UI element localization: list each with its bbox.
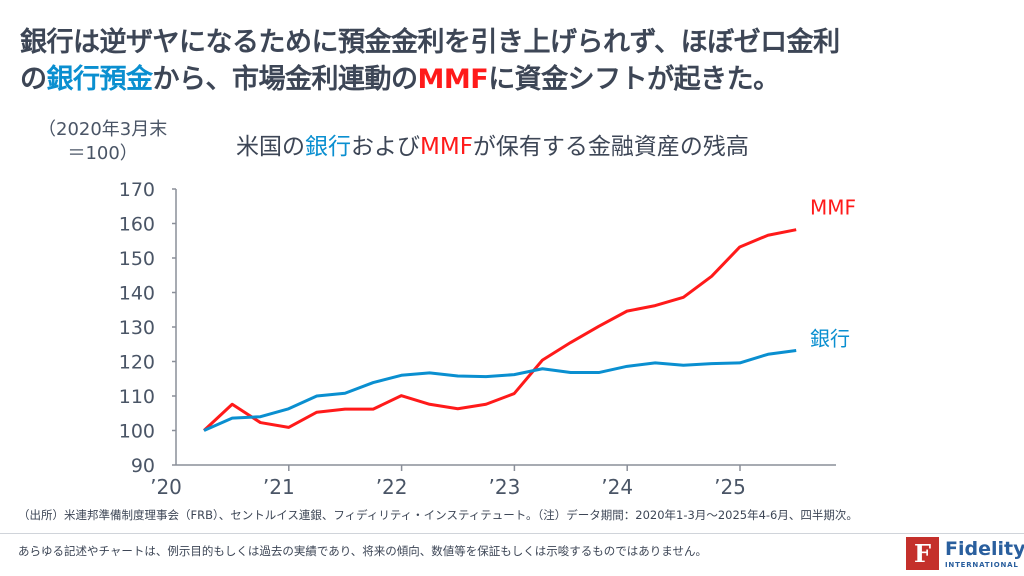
headline-line2: の銀行預金から、市場金利連動のMMFに資金シフトが起きた。 [20,61,840,98]
y-unit-line1: （2020年3月末 [38,119,168,140]
chart-title-text: 米国の [236,134,305,160]
source-note: （出所）米連邦準備制度理事会（FRB）、セントルイス連銀、フィディリティ・インス… [18,508,858,522]
headline-text: の [20,64,47,95]
y-axis-unit: （2020年3月末 ＝100） [38,118,167,166]
disclaimer: あらゆる記述やチャートは、例示目的もしくは過去の実績であり、将来の傾向、数値等を… [18,544,707,558]
y-tick-label: 150 [119,248,155,270]
fidelity-mark-icon: F [906,537,939,570]
series-line-mmf [202,228,797,432]
footer-divider [0,533,1024,534]
headline-text: に資金シフトが起きた。 [488,64,780,95]
headline-line1: 銀行は逆ザヤになるために預金金利を引き上げられず、ほぼゼロ金利 [20,27,840,58]
headline-text: から、市場金利連動の [152,64,419,95]
chart-title-text: および [351,134,420,160]
y-tick-label: 130 [119,317,155,339]
chart-title-text: が保有する金融資産の残高 [472,134,749,160]
y-tick-label: 90 [131,455,155,477]
y-unit-line2: ＝100） [67,143,138,164]
fidelity-logo: F Fidelity INTERNATIONAL [906,537,1024,570]
chart-title-mmf: MMF [420,134,473,160]
y-tick-label: 140 [119,283,155,305]
headline-mmf: MMF [417,64,489,95]
series-label-mmf: MMF [810,196,856,220]
y-tick-label: 170 [119,179,155,201]
headline: 銀行は逆ザヤになるために預金金利を引き上げられず、ほぼゼロ金利 の銀行預金から、… [20,24,840,98]
logo-sub: INTERNATIONAL [945,561,1019,569]
series-label-bank: 銀行 [810,326,850,350]
x-tick-label: ’23 [488,475,520,499]
y-tick-label: 120 [119,352,155,374]
logo-name: Fidelity [945,538,1024,560]
chart-title-bank: 銀行 [305,134,351,160]
x-tick-label: ’24 [601,475,633,499]
series-line-bank [203,348,797,432]
logo-wordmark: Fidelity INTERNATIONAL [945,537,1024,570]
x-tick-label: ’21 [263,475,295,499]
y-tick-label: 160 [119,214,155,236]
headline-bank-deposits: 銀行預金 [46,64,154,95]
x-tick-label: ’22 [376,475,408,499]
y-tick-label: 110 [119,386,155,408]
x-tick-label: ’25 [714,475,746,499]
chart-title: 米国の銀行およびMMFが保有する金融資産の残高 [236,133,749,161]
x-tick-label: ’20 [150,475,182,499]
y-tick-label: 100 [119,421,155,443]
